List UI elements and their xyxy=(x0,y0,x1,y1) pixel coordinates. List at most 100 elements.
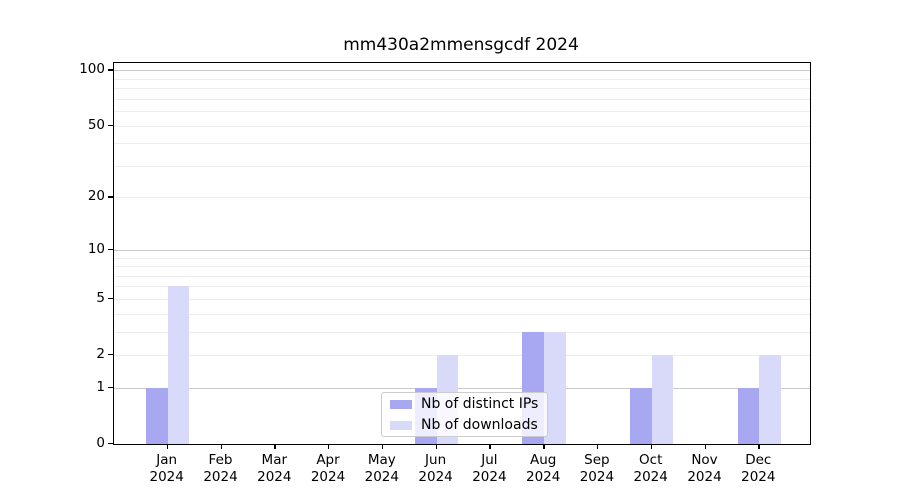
y-tick-label: 10 xyxy=(87,240,105,257)
minor-gridline xyxy=(114,88,810,90)
bar-downloads xyxy=(167,286,190,444)
bar-downloads xyxy=(651,355,674,444)
year-label: 2024 xyxy=(472,468,507,485)
x-tick-label-mar: Mar 2024 xyxy=(232,452,316,485)
legend-label: Nb of downloads xyxy=(421,417,538,433)
minor-gridline xyxy=(114,165,810,167)
x-tick-label-dec: Dec 2024 xyxy=(716,452,800,485)
year-label: 2024 xyxy=(203,468,238,485)
x-tick-mark xyxy=(596,444,599,449)
x-tick-mark xyxy=(704,444,706,449)
plot-area xyxy=(113,62,811,445)
bar-distinct-ips xyxy=(145,387,168,444)
minor-gridline xyxy=(114,286,810,288)
x-tick-mark xyxy=(166,444,169,449)
x-tick-label-aug: Aug 2024 xyxy=(501,452,585,485)
x-tick-mark xyxy=(543,444,545,449)
minor-gridline xyxy=(114,331,810,333)
month-label: Mar xyxy=(261,452,288,468)
year-label: 2024 xyxy=(633,468,668,485)
month-label: Oct xyxy=(639,452,663,468)
x-tick-label-jan: Jan 2024 xyxy=(125,452,209,485)
x-tick-mark xyxy=(489,444,491,449)
minor-gridline xyxy=(114,125,810,127)
month-label: Dec xyxy=(745,452,772,468)
y-tick-label: 5 xyxy=(96,289,105,306)
year-label: 2024 xyxy=(418,468,453,485)
bar-downloads xyxy=(544,331,566,444)
x-tick-label-sep: Sep 2024 xyxy=(555,452,639,485)
year-label: 2024 xyxy=(526,468,561,485)
month-label: Aug xyxy=(530,452,557,468)
major-gridline xyxy=(114,249,810,251)
minor-gridline xyxy=(114,313,810,315)
x-tick-mark xyxy=(435,444,437,449)
y-tick-label: 2 xyxy=(96,346,105,362)
y-tick-mark xyxy=(108,248,113,251)
legend: Nb of distinct IPs Nb of downloads xyxy=(381,392,548,437)
month-label: May xyxy=(367,452,396,468)
minor-gridline xyxy=(114,143,810,145)
minor-gridline xyxy=(114,298,810,300)
y-tick-label: 100 xyxy=(79,61,105,78)
legend-swatch xyxy=(390,399,412,409)
minor-gridline xyxy=(114,275,810,277)
y-tick-mark xyxy=(108,443,113,445)
x-tick-mark xyxy=(328,444,330,449)
month-label: Jan xyxy=(156,452,178,468)
x-tick-label-may: May 2024 xyxy=(340,452,424,485)
bar-downloads xyxy=(759,355,782,444)
legend-label: Nb of distinct IPs xyxy=(421,396,539,412)
bar-distinct-ips xyxy=(629,387,652,444)
year-label: 2024 xyxy=(364,468,399,485)
minor-gridline xyxy=(114,257,810,259)
x-tick-mark xyxy=(381,444,384,449)
y-tick-label: 50 xyxy=(87,116,105,133)
y-tick-label: 1 xyxy=(96,378,105,395)
year-label: 2024 xyxy=(310,468,346,485)
legend-swatch xyxy=(390,420,412,430)
minor-gridline xyxy=(114,98,810,100)
year-label: 2024 xyxy=(687,468,722,485)
chart-title: mm430a2mmensgcdf 2024 xyxy=(343,35,579,55)
year-label: 2024 xyxy=(579,468,615,485)
y-tick-mark xyxy=(108,196,113,198)
major-gridline xyxy=(114,387,810,389)
minor-gridline xyxy=(114,355,810,356)
x-tick-mark xyxy=(274,444,276,449)
month-label: Apr xyxy=(316,452,340,468)
minor-gridline xyxy=(114,111,810,112)
year-label: 2024 xyxy=(741,468,776,485)
minor-gridline xyxy=(114,266,810,267)
minor-gridline xyxy=(114,197,810,199)
x-tick-label-apr: Apr 2024 xyxy=(286,452,370,485)
x-tick-mark xyxy=(220,444,222,449)
legend-entry-downloads: Nb of downloads xyxy=(390,417,539,433)
x-tick-label-nov: Nov 2024 xyxy=(663,452,747,485)
y-tick-label: 0 xyxy=(96,435,105,451)
year-label: 2024 xyxy=(257,468,292,485)
month-label: Sep xyxy=(584,452,610,468)
year-label: 2024 xyxy=(149,468,184,485)
month-label: Nov xyxy=(691,452,718,468)
month-label: Jun xyxy=(425,452,447,468)
x-tick-mark xyxy=(650,444,653,449)
y-tick-mark xyxy=(108,124,113,126)
x-tick-label-oct: Oct 2024 xyxy=(609,452,693,485)
x-tick-label-jul: Jul 2024 xyxy=(447,452,531,485)
y-tick-mark xyxy=(108,354,113,356)
legend-entry-distinct-ips: Nb of distinct IPs xyxy=(390,396,539,412)
y-tick-label: 20 xyxy=(87,188,105,205)
x-tick-mark xyxy=(758,444,760,449)
y-tick-mark xyxy=(108,69,113,71)
x-tick-label-jun: Jun 2024 xyxy=(394,452,478,485)
month-label: Feb xyxy=(208,452,233,468)
month-label: Jul xyxy=(481,452,498,468)
x-tick-label-feb: Feb 2024 xyxy=(179,452,263,485)
y-tick-mark xyxy=(108,297,113,300)
bar-distinct-ips xyxy=(737,387,760,444)
major-gridline xyxy=(114,70,810,72)
y-tick-mark xyxy=(108,386,113,389)
minor-gridline xyxy=(114,78,810,80)
